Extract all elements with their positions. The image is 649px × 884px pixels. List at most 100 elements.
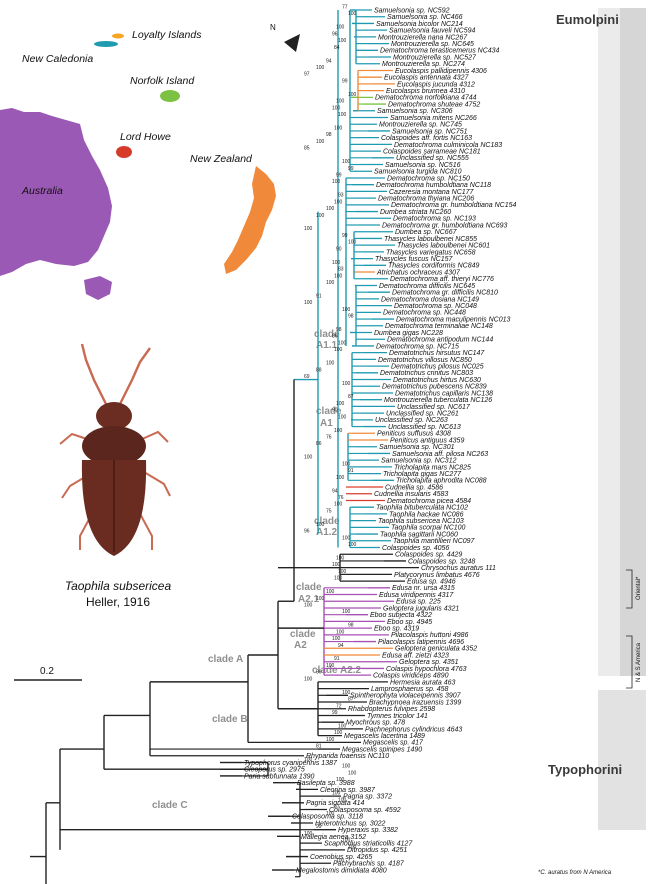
tip-label: Dematochroma difficilis NC645 [379, 283, 475, 290]
tip-label: Megascelis sp. 417 [363, 740, 424, 747]
north-arrow-icon: N [270, 23, 300, 52]
support-value: 100 [342, 381, 351, 387]
tip-label: Cudnellia sp. 4586 [385, 484, 443, 491]
support-value: 96 [304, 529, 310, 535]
support-value: 100 [326, 280, 335, 286]
tip-label: Tricholapita mars NC825 [394, 464, 471, 471]
tip-label: Samuelsonia fauveli NC594 [389, 28, 475, 35]
tip-label: Dematochroma sp. NC715 [376, 343, 459, 350]
tip-label: Dematotrichus capillaris NC138 [395, 390, 493, 397]
tip-label: Brachypnoea irazuensis 1399 [369, 699, 461, 706]
support-value: 100 [342, 535, 351, 541]
support-value: 87 [348, 697, 354, 703]
support-value: 100 [348, 240, 357, 246]
clade-b-label: clade B [212, 714, 248, 725]
tip-label: Unclassified sp. NC617 [397, 404, 471, 411]
support-value: 100 [336, 401, 345, 407]
tip-label: Unclassified sp. NC613 [388, 424, 461, 431]
norfolk-label: Norfolk Island [130, 75, 195, 87]
tip-label: Coenobius sp. 4265 [310, 854, 372, 861]
support-value: 97 [304, 72, 310, 78]
tip-label: Thasycles laboulbenei NC601 [397, 243, 490, 250]
tip-label: Edusa nr. ursa 4315 [392, 585, 455, 592]
clade-a1-label-line2: A1 [320, 418, 333, 429]
tip-label: Cudnellia insularis 4583 [374, 491, 448, 498]
lord-howe-shape [116, 146, 132, 158]
tip-label: Pagria signata 414 [306, 800, 364, 807]
tip-label: Thasycles laboulbenei NC855 [384, 236, 477, 243]
support-value: 100 [342, 838, 351, 844]
tip-label: Megascelis lacertina 1489 [344, 733, 425, 740]
tip-label: Edusa sp. 225 [396, 599, 441, 606]
support-value: 99 [342, 233, 348, 239]
support-value: 100 [316, 65, 325, 71]
tip-label: Rhabdopterus fulvipes 2598 [348, 706, 435, 713]
scale-bar: 0.2 [14, 666, 82, 681]
support-value: 100 [342, 764, 351, 770]
clade-a1-1-label-line1: clade [314, 329, 340, 340]
support-value: 99 [316, 670, 322, 676]
tip-label: Pachnephorus cylindricus 4643 [365, 726, 462, 733]
tip-label: Pachybrachis sp. 4187 [333, 861, 405, 868]
tip-label: Taophila mantillieri NC097 [393, 538, 476, 545]
support-value: 100 [304, 676, 313, 682]
new-caledonia-label: New Caledonia [22, 53, 93, 65]
tip-label: Samuelsonia sp. NC306 [377, 108, 453, 115]
tip-label: Dematochroma gr. humboldtiana NC693 [382, 222, 508, 229]
tip-label: Dematochroma gr. humboldtiana NC154 [391, 202, 517, 209]
tip-label: Colaspis viridiceps 4890 [373, 673, 449, 680]
tip-label: Thasycles variegatus NC658 [386, 249, 476, 256]
clade-a1-1-label-line2: A1.1 [316, 340, 338, 351]
clade-a2-label-line1: clade [290, 629, 316, 640]
tip-label: Dematotrichus hirtus NC630 [393, 377, 481, 384]
support-value: 100 [336, 99, 345, 105]
tip-label: Samuelsonia aff. pilosa NC263 [392, 451, 488, 458]
support-value: 98 [348, 314, 354, 320]
tip-label: Typophorus cyanipennis 1387 [244, 760, 338, 767]
support-value: 100 [342, 159, 351, 165]
tip-label: Thasycles cordiformis NC849 [388, 263, 480, 270]
tip-label: Dematochroma maculipennis NC013 [396, 316, 510, 323]
tip-label: Hermesia aurata 463 [390, 679, 455, 686]
tip-label: Heterotrichus sp. 3022 [315, 820, 386, 827]
tip-label: Geloptera geniculata 4352 [395, 646, 477, 653]
tip-label: Dematochroma sp. NC048 [394, 303, 477, 310]
tip-label: Samuelsonia sp. NC312 [381, 458, 457, 465]
ns-america-label: N & S America [636, 642, 642, 682]
clade-a2-1-label-line1: clade [296, 582, 322, 593]
new-zealand-label: New Zealand [190, 153, 253, 165]
support-value: 94 [332, 488, 338, 494]
support-value: 100 [348, 770, 357, 776]
tip-label: Eucolaspis brunnea 4310 [386, 88, 465, 95]
support-value: 100 [304, 757, 313, 763]
support-value: 86 [332, 334, 338, 340]
beetle-illustration [59, 343, 171, 556]
support-value: 100 [342, 307, 351, 313]
tip-label: Edusa aff. zietzi 4323 [382, 652, 449, 659]
support-value: 90 [332, 408, 338, 414]
support-value: 100 [326, 589, 335, 595]
support-value: 75 [326, 508, 332, 514]
support-value: 91 [316, 293, 322, 299]
support-value: 91 [348, 468, 354, 474]
tip-label: Samuelsonia mitens NC266 [390, 115, 477, 122]
support-value: 100 [336, 629, 345, 635]
support-value: 100 [304, 831, 313, 837]
tip-label: Dematochroma sp. NC150 [387, 175, 470, 182]
tip-label: Dematotrichus pilosus NC025 [391, 363, 484, 370]
support-value: 98 [336, 327, 342, 333]
tip-label: Geloptera sp. 4351 [399, 659, 459, 666]
support-value: 100 [304, 226, 313, 232]
tip-label: Samuelsonia bicolor NC214 [376, 21, 463, 28]
support-value: 96 [332, 31, 338, 37]
support-value: 99 [332, 710, 338, 716]
tip-label: Edusa sp. 4946 [407, 578, 456, 585]
support-value: 69 [304, 374, 310, 380]
tip-label: Eucolaspis jucunda 4312 [397, 81, 475, 88]
support-value: 100 [334, 576, 343, 582]
tip-label: Dumbea sp. NC667 [395, 229, 458, 236]
tip-label: Cazeresia montana NC177 [389, 189, 475, 196]
support-value: 100 [334, 273, 343, 279]
support-value: 100 [348, 844, 357, 850]
